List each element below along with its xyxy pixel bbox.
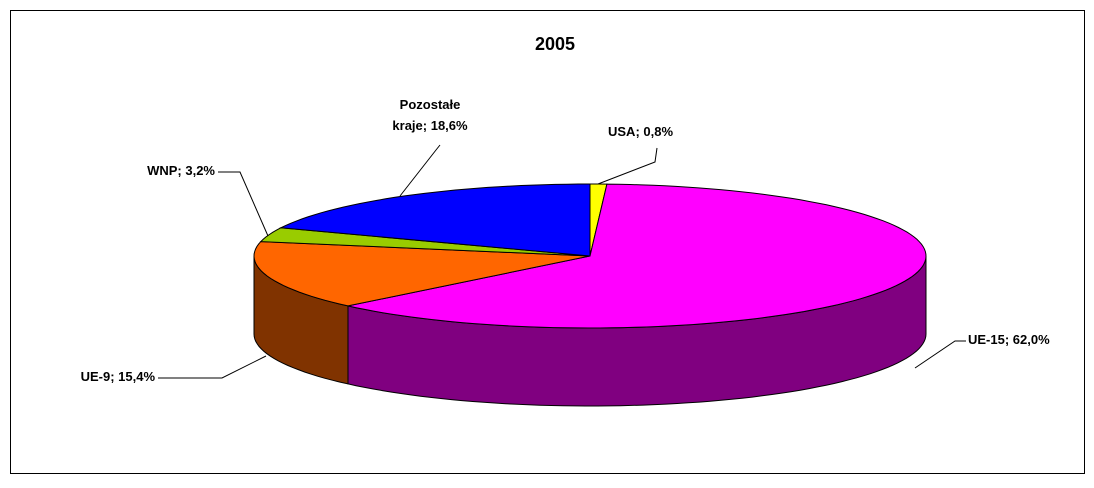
leader-line [597,147,658,185]
leader-line [914,340,966,369]
data-label-line: UE-9; 15,4% [81,369,156,384]
data-label-line: UE-15; 62,0% [968,332,1050,347]
data-label-line: kraje; 18,6% [392,118,468,133]
data-label: USA; 0,8% [608,124,673,139]
data-label-line: Pozostałe [400,97,461,112]
slice [347,183,927,329]
leader-line [158,355,267,379]
data-label: UE-9; 15,4% [81,369,156,384]
leader-line [399,144,441,197]
data-label: Pozostałe kraje; 18,6% [392,97,468,133]
chart-title: 2005 [535,34,575,54]
data-label: UE-15; 62,0% [968,332,1050,347]
slice [253,241,591,307]
leader-line [218,171,269,237]
data-label-line: WNP; 3,2% [147,163,215,178]
data-label-line: USA; 0,8% [608,124,673,139]
slice [278,183,591,257]
data-label: WNP; 3,2% [147,163,215,178]
